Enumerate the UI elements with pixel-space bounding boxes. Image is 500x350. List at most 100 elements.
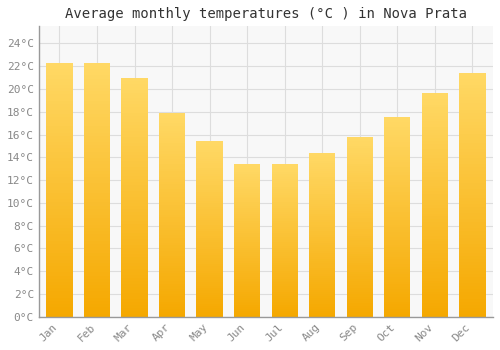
Bar (122, 96, 148, 98)
Bar (309, 253, 336, 255)
Bar (384, 245, 410, 247)
Bar (159, 253, 185, 255)
Bar (196, 284, 223, 286)
Bar (384, 210, 410, 212)
Bar (196, 220, 223, 223)
Bar (234, 277, 260, 279)
Bar (234, 229, 260, 231)
Bar (460, 268, 485, 271)
Bar (122, 78, 148, 80)
Bar (196, 229, 223, 231)
Bar (196, 244, 223, 247)
Bar (309, 204, 336, 206)
Bar (196, 211, 223, 214)
Bar (422, 230, 448, 233)
Bar (196, 183, 223, 185)
Bar (309, 272, 336, 274)
Bar (384, 137, 410, 140)
Bar (272, 185, 298, 187)
Bar (346, 182, 373, 184)
Bar (159, 179, 185, 182)
Bar (309, 280, 336, 282)
Bar (159, 144, 185, 146)
Bar (384, 222, 410, 225)
Bar (122, 84, 148, 86)
Bar (346, 290, 373, 292)
Bar (384, 180, 410, 182)
Bar (460, 113, 485, 116)
Bar (384, 294, 410, 297)
Bar (84, 88, 110, 91)
Bar (122, 296, 148, 299)
Bar (46, 120, 72, 123)
Bar (122, 179, 148, 182)
Bar (309, 165, 336, 167)
Bar (346, 200, 373, 202)
Bar (159, 192, 185, 195)
Bar (309, 210, 336, 212)
Bar (422, 191, 448, 194)
Bar (346, 211, 373, 213)
Bar (384, 192, 410, 195)
Bar (196, 266, 223, 268)
Bar (159, 199, 185, 202)
Bar (384, 202, 410, 205)
Bar (422, 228, 448, 230)
Bar (384, 314, 410, 317)
Bar (196, 242, 223, 244)
Bar (460, 238, 485, 240)
Bar (46, 155, 72, 158)
Bar (84, 250, 110, 253)
Bar (384, 287, 410, 289)
Bar (234, 261, 260, 263)
Bar (159, 169, 185, 171)
Bar (159, 116, 185, 118)
Bar (46, 310, 72, 314)
Bar (384, 142, 410, 145)
Bar (346, 236, 373, 238)
Bar (272, 250, 298, 252)
Bar (309, 255, 336, 257)
Bar (46, 307, 72, 310)
Bar (384, 265, 410, 267)
Bar (460, 247, 485, 250)
Bar (422, 278, 448, 280)
Bar (384, 302, 410, 304)
Bar (46, 126, 72, 130)
Bar (159, 202, 185, 205)
Bar (196, 170, 223, 172)
Bar (196, 304, 223, 306)
Bar (196, 280, 223, 282)
Bar (460, 125, 485, 128)
Bar (384, 289, 410, 292)
Bar (234, 189, 260, 191)
Bar (384, 277, 410, 279)
Bar (122, 299, 148, 302)
Bar (272, 181, 298, 183)
Bar (84, 193, 110, 196)
Bar (234, 193, 260, 195)
Bar (234, 273, 260, 275)
Bar (46, 292, 72, 295)
Bar (460, 295, 485, 299)
Bar (159, 271, 185, 273)
Bar (272, 315, 298, 317)
Bar (159, 133, 185, 136)
Bar (309, 218, 336, 220)
Bar (234, 218, 260, 219)
Bar (159, 113, 185, 116)
Bar (46, 104, 72, 107)
Bar (460, 216, 485, 219)
Bar (422, 110, 448, 113)
Bar (159, 151, 185, 154)
Bar (46, 139, 72, 142)
Bar (346, 238, 373, 240)
Bar (84, 212, 110, 215)
Bar (309, 173, 336, 175)
Bar (272, 193, 298, 195)
Bar (422, 258, 448, 261)
Bar (196, 273, 223, 275)
Bar (346, 144, 373, 146)
Bar (84, 237, 110, 240)
Bar (84, 244, 110, 247)
